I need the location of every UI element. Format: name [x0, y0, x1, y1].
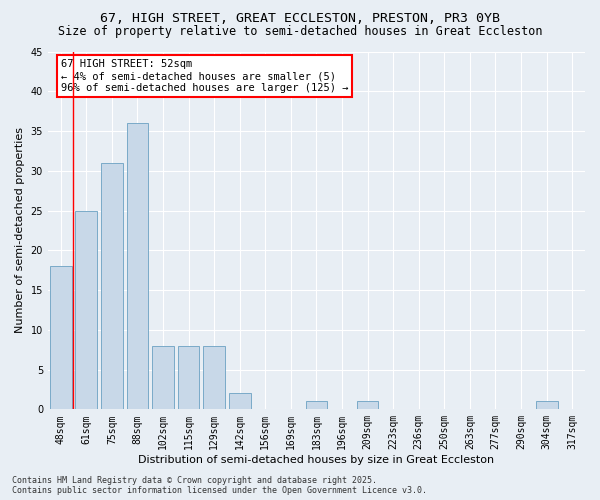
X-axis label: Distribution of semi-detached houses by size in Great Eccleston: Distribution of semi-detached houses by … — [139, 455, 494, 465]
Bar — [50, 266, 71, 410]
Bar — [536, 402, 557, 409]
Bar — [76, 210, 97, 410]
Text: 67, HIGH STREET, GREAT ECCLESTON, PRESTON, PR3 0YB: 67, HIGH STREET, GREAT ECCLESTON, PRESTO… — [100, 12, 500, 26]
Y-axis label: Number of semi-detached properties: Number of semi-detached properties — [15, 128, 25, 334]
Bar — [152, 346, 174, 410]
Text: Size of property relative to semi-detached houses in Great Eccleston: Size of property relative to semi-detach… — [58, 25, 542, 38]
Bar — [203, 346, 225, 410]
Bar — [178, 346, 199, 410]
Bar — [229, 394, 251, 409]
Bar — [127, 123, 148, 410]
Bar — [101, 163, 123, 410]
Text: 67 HIGH STREET: 52sqm
← 4% of semi-detached houses are smaller (5)
96% of semi-d: 67 HIGH STREET: 52sqm ← 4% of semi-detac… — [61, 60, 348, 92]
Bar — [357, 402, 379, 409]
Text: Contains HM Land Registry data © Crown copyright and database right 2025.
Contai: Contains HM Land Registry data © Crown c… — [12, 476, 427, 495]
Bar — [305, 402, 328, 409]
